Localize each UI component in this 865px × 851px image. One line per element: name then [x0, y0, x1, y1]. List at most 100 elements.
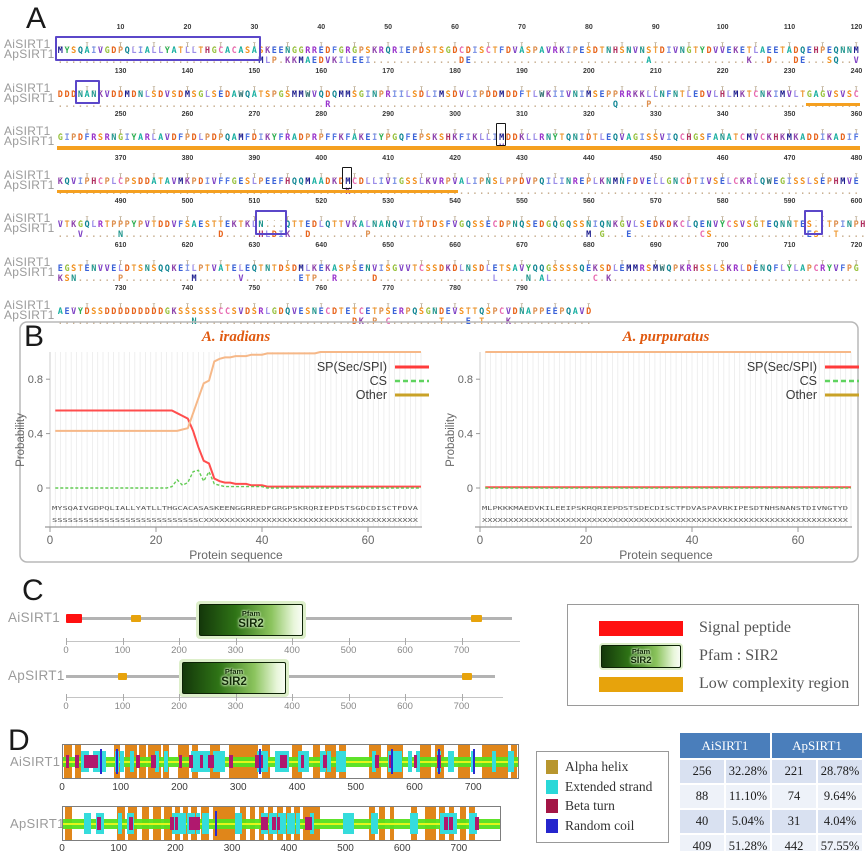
residue-char: C	[224, 307, 231, 317]
residue-char: .	[204, 56, 211, 66]
residue-char: K	[285, 230, 291, 240]
ruler-tick: .	[593, 85, 598, 93]
extended-strand-tick	[164, 751, 169, 772]
svg-text:40: 40	[256, 535, 269, 547]
ruler-tick: .	[91, 85, 96, 93]
residue-char: .	[773, 186, 779, 197]
residue-char: S	[652, 133, 659, 143]
residue-char: .	[552, 230, 558, 240]
ruler-tick: .	[506, 172, 511, 180]
residue-char: L	[365, 220, 371, 230]
residue-char: .	[599, 273, 605, 284]
ruler-tick: I	[285, 172, 290, 180]
residue-char: P	[138, 220, 144, 230]
extended-strand-tick	[453, 813, 458, 834]
extended-strand-tick	[130, 751, 135, 772]
ruler-tick: .	[466, 303, 471, 310]
beta-turn-tick	[94, 755, 98, 768]
structure-axis-label: 300	[229, 782, 247, 793]
residue-char: S	[706, 230, 712, 240]
residue-char: V	[164, 133, 170, 143]
panel-b-signalp-plots: 0 0.4 0.8 0 20 40 60 Protein sequence Probabilit…	[0, 300, 865, 572]
residue-char: G	[693, 133, 699, 143]
residue-char: .	[552, 186, 558, 197]
residue-char: Y	[786, 263, 792, 274]
ruler-tick: .	[433, 85, 437, 93]
residue-char: .	[438, 56, 445, 66]
residue-char: .	[766, 99, 772, 110]
residue-char: P	[532, 46, 538, 56]
ruler-tick: I	[687, 85, 691, 93]
ruler-tick: .	[158, 303, 163, 310]
residue-char: M	[258, 56, 264, 66]
ruler-tick: .	[346, 216, 350, 223]
ruler-tick: .	[91, 259, 96, 267]
ruler-tick: .	[560, 42, 564, 49]
ruler-number: 140	[181, 67, 194, 75]
row-label-aisirt1: AiSIRT1	[4, 37, 51, 51]
residue-char: I	[392, 89, 398, 100]
residue-char: E	[405, 46, 411, 56]
ruler-tick: .	[245, 85, 250, 93]
residue-char: .	[612, 273, 618, 284]
residue-char: .	[378, 99, 384, 110]
domain-axis-tick	[66, 638, 67, 645]
residue-char: .	[251, 273, 257, 284]
residue-char: .	[318, 273, 324, 284]
residue-char: S	[813, 176, 819, 187]
ruler-tick: .	[560, 85, 564, 93]
residue-char: N	[372, 89, 378, 100]
residue-char: P	[492, 307, 498, 317]
residue-char: .	[91, 273, 97, 284]
ruler-tick: .	[366, 172, 370, 180]
ruler-tick: .	[225, 172, 230, 180]
ruler-tick: .	[71, 129, 76, 136]
residue-char: .	[171, 99, 177, 110]
residue-char: E	[545, 307, 552, 317]
residue-char: .	[452, 273, 458, 284]
residue-char: T	[793, 220, 799, 230]
ruler-number: 760	[315, 285, 328, 292]
residue-char: Q	[773, 220, 779, 230]
beta-turn-tick	[255, 755, 259, 768]
residue-char: A	[626, 133, 632, 143]
residue-char: .	[846, 230, 853, 240]
ruler-tick: .	[560, 129, 564, 136]
residue-char: .	[753, 56, 759, 66]
ruler-tick: I	[319, 216, 323, 223]
residue-char: .	[693, 186, 699, 197]
structure-bar-aisirt1	[62, 744, 520, 779]
residue-char: T	[733, 133, 739, 143]
ruler-tick: .	[473, 303, 477, 310]
residue-char: L	[753, 176, 759, 187]
ruler-tick: .	[513, 216, 517, 223]
residue-char: P	[117, 220, 124, 230]
ruler-tick: I	[118, 42, 123, 49]
residue-char: .	[572, 186, 578, 197]
residue-char: .	[793, 230, 799, 240]
ruler-tick: .	[132, 259, 136, 267]
residue-char: I	[492, 133, 498, 143]
ruler-tick: .	[78, 216, 83, 223]
ruler-tick: .	[366, 216, 370, 223]
residue-char: S	[566, 263, 572, 274]
ruler-tick: .	[332, 42, 337, 49]
residue-char: E	[492, 263, 498, 274]
residue-char: .	[418, 56, 425, 66]
residue-char: .	[465, 99, 471, 110]
ruler-tick: .	[259, 129, 263, 136]
residue-char: I	[405, 220, 411, 230]
ruler-number: 640	[315, 241, 328, 249]
residue-char: .	[726, 230, 732, 240]
residue-char: N	[265, 263, 271, 274]
ruler-tick: .	[78, 42, 83, 49]
residue-char: I	[559, 176, 565, 187]
residue-char: K	[331, 176, 338, 187]
ruler-tick: .	[506, 303, 511, 310]
residue-char: .	[539, 99, 545, 110]
ruler-tick: .	[573, 216, 578, 223]
extended-strand-tick	[172, 813, 177, 834]
